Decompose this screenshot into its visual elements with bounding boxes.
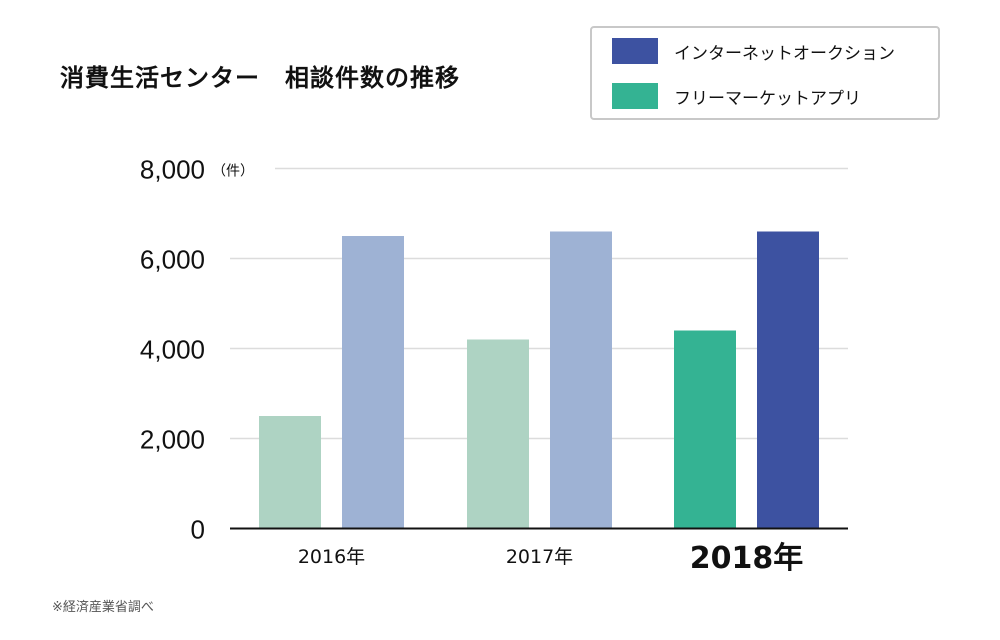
bar-flea-market <box>674 330 736 529</box>
legend-item-flea-market: フリーマーケットアプリ <box>612 83 861 109</box>
legend-label-flea-market: フリーマーケットアプリ <box>674 88 861 109</box>
legend-item-auction: インターネットオークション <box>612 38 895 64</box>
source-note: ※経済産業省調べ <box>52 600 154 615</box>
y-tick-label: 8,000 <box>140 155 205 185</box>
legend-swatch-auction <box>612 38 658 64</box>
y-tick-label: 4,000 <box>140 335 205 365</box>
legend: インターネットオークション フリーマーケットアプリ <box>590 26 940 120</box>
x-tick-label: 2016年 <box>298 546 365 568</box>
y-tick-label: 2,000 <box>140 425 205 455</box>
bar-auction <box>342 236 404 529</box>
chart-title: 消費生活センター 相談件数の推移 <box>60 64 460 92</box>
legend-swatch-flea-market <box>612 83 658 109</box>
x-tick-label: 2018年 <box>690 541 804 576</box>
y-unit-label: （件） <box>212 164 254 180</box>
bar-auction <box>757 231 819 529</box>
y-tick-label: 6,000 <box>140 245 205 275</box>
x-tick-label: 2017年 <box>506 546 573 568</box>
y-tick-label: 0 <box>191 515 205 545</box>
bar-flea-market <box>259 416 321 529</box>
bar-flea-market <box>467 339 529 529</box>
legend-label-auction: インターネットオークション <box>674 43 895 64</box>
bar-auction <box>550 231 612 529</box>
